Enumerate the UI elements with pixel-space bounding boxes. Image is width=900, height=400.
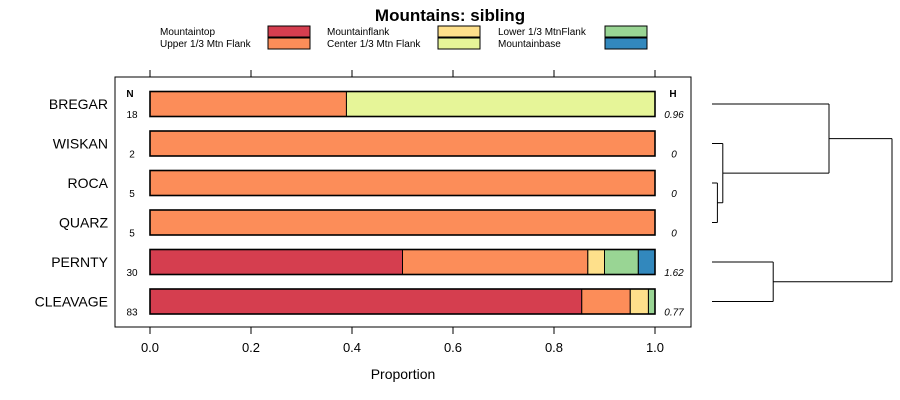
bar-segment-wiskan-upper-1-3-mtn-flank xyxy=(149,130,656,157)
n-labels: 18 2 5 5 30 83 xyxy=(126,110,138,319)
dendrogram xyxy=(712,103,893,302)
bar-outline-bregar xyxy=(149,90,656,118)
bar-outline-roca xyxy=(149,169,656,197)
h-value-wiskan: 0 xyxy=(671,150,677,161)
h-value-roca: 0 xyxy=(671,189,677,200)
bars-group xyxy=(149,90,656,315)
legend-label-mountainbase: Mountainbase xyxy=(498,39,561,50)
x-tick-label: 0.2 xyxy=(242,340,260,355)
n-column-header: N xyxy=(126,89,133,100)
x-tick-label: 0.6 xyxy=(444,340,462,355)
n-value-cleavage: 83 xyxy=(126,308,138,319)
legend-label-upper-1-3-mtn-flank: Upper 1/3 Mtn Flank xyxy=(160,39,252,50)
bar-outline-cleavage xyxy=(149,288,656,315)
n-value-wiskan: 2 xyxy=(129,150,135,161)
bar-segment-bregar-upper-1-3-mtn-flank xyxy=(149,91,347,117)
n-value-bregar: 18 xyxy=(126,110,138,121)
x-axis-label: Proportion xyxy=(371,366,436,382)
bar-segment-bregar-center-1-3-mtn-flank xyxy=(345,91,656,117)
x-tick-label: 0.4 xyxy=(343,340,361,355)
bar-segment-cleavage-mountaintop xyxy=(149,288,583,315)
h-value-pernty: 1.62 xyxy=(664,268,684,279)
bar-segment-pernty-mountainbase xyxy=(637,249,656,275)
row-label-cleavage: CLEAVAGE xyxy=(35,294,108,310)
bar-segment-cleavage-upper-1-3-mtn-flank xyxy=(581,288,631,315)
h-value-bregar: 0.96 xyxy=(664,110,684,121)
h-value-quarz: 0 xyxy=(671,229,677,240)
n-value-quarz: 5 xyxy=(129,229,135,240)
row-label-roca: ROCA xyxy=(68,175,109,191)
h-labels: 0.96 0 0 0 1.62 0.77 xyxy=(664,110,684,319)
row-labels: BREGAR WISKAN ROCA QUARZ PERNTY CLEAVAGE xyxy=(35,96,109,310)
bar-segment-pernty-lower-1-3-mtnflank xyxy=(604,249,639,275)
bar-outline-quarz xyxy=(149,209,656,236)
n-value-roca: 5 xyxy=(129,189,135,200)
x-tick-label: 1.0 xyxy=(646,340,664,355)
h-value-cleavage: 0.77 xyxy=(664,308,684,319)
x-tick-label: 0.8 xyxy=(545,340,563,355)
bar-segment-pernty-upper-1-3-mtn-flank xyxy=(402,249,589,275)
bar-segment-pernty-mountainflank xyxy=(587,249,606,275)
legend-swatch-lower-1-3-mtnflank xyxy=(604,25,648,38)
row-label-bregar: BREGAR xyxy=(49,96,108,112)
legend-label-lower-1-3-mtnflank: Lower 1/3 MtnFlank xyxy=(498,27,587,38)
h-column-header: H xyxy=(669,89,676,100)
legend-label-mountainflank: Mountainflank xyxy=(327,27,390,38)
bar-segment-cleavage-mountainflank xyxy=(629,288,649,315)
chart-title: Mountains: sibling xyxy=(375,6,525,25)
row-label-quarz: QUARZ xyxy=(59,215,108,231)
n-value-pernty: 30 xyxy=(126,268,138,279)
bar-segment-pernty-mountaintop xyxy=(149,249,403,275)
bar-segment-quarz-upper-1-3-mtn-flank xyxy=(149,209,656,236)
legend-label-center-1-3-mtn-flank: Center 1/3 Mtn Flank xyxy=(327,39,421,50)
x-tick-label: 0.0 xyxy=(141,340,159,355)
bar-outline-wiskan xyxy=(149,130,656,157)
legend-swatch-upper-1-3-mtn-flank xyxy=(267,37,311,50)
bar-segment-roca-upper-1-3-mtn-flank xyxy=(149,170,656,196)
legend-swatch-mountaintop xyxy=(267,25,311,38)
row-label-wiskan: WISKAN xyxy=(53,136,108,152)
bar-outline-pernty xyxy=(149,248,656,276)
bar-segment-cleavage-lower-1-3-mtnflank xyxy=(647,288,656,315)
legend-label-mountaintop: Mountaintop xyxy=(160,27,215,38)
legend-swatch-mountainbase xyxy=(604,37,648,50)
row-label-pernty: PERNTY xyxy=(51,254,108,270)
legend-swatch-center-1-3-mtn-flank xyxy=(437,37,481,50)
legend-swatch-mountainflank xyxy=(437,25,481,38)
plot-frame xyxy=(114,76,692,328)
x-axis: 0.0 0.2 0.4 0.6 0.8 1.0 xyxy=(141,70,664,355)
